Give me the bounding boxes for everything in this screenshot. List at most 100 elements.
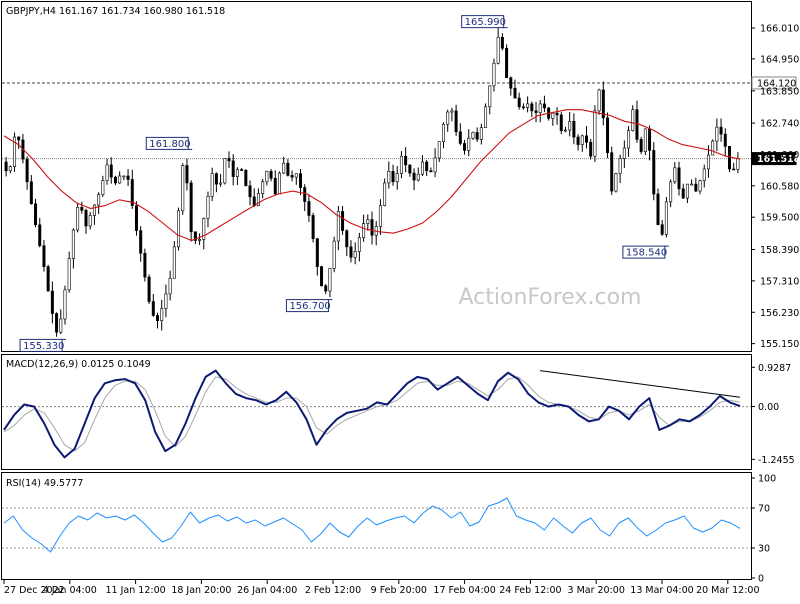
- candle-body: [611, 153, 613, 191]
- price-ytick-label: 163.850: [760, 86, 799, 97]
- candle-body: [110, 165, 112, 177]
- candle-body: [737, 159, 739, 170]
- candle-body: [665, 202, 667, 234]
- candle-body: [396, 174, 398, 182]
- candle-body: [476, 132, 478, 139]
- candle-body: [589, 142, 591, 156]
- candle-body: [392, 171, 394, 181]
- candle-body: [388, 171, 390, 183]
- candle-body: [9, 167, 11, 171]
- price-ytick-label: 166.010: [760, 24, 799, 35]
- candle-body: [253, 197, 255, 206]
- candle-body: [152, 302, 154, 316]
- candle-body: [182, 166, 184, 211]
- candle-body: [535, 111, 537, 113]
- candle-body: [102, 181, 104, 195]
- candle-body: [156, 315, 158, 320]
- candle-body: [568, 121, 570, 130]
- candle-body: [236, 170, 238, 177]
- candle-body: [606, 118, 608, 153]
- candle-body: [64, 290, 66, 319]
- candle-body: [333, 241, 335, 268]
- candle-body: [169, 278, 171, 294]
- candle-body: [274, 178, 276, 194]
- candle-body: [619, 159, 621, 174]
- candle-body: [678, 168, 680, 189]
- rsi-ytick-label: 70: [758, 504, 770, 515]
- candle-body: [358, 238, 360, 252]
- candle-body: [573, 121, 575, 137]
- candle-body: [81, 207, 83, 210]
- candle-body: [627, 131, 629, 148]
- candle-body: [346, 231, 348, 247]
- candle-body: [316, 239, 318, 267]
- macd-ytick-label: 0.9287: [758, 363, 791, 374]
- candle-body: [224, 159, 226, 183]
- candle-body: [215, 174, 217, 184]
- candle-body: [173, 247, 175, 278]
- candle-body: [463, 143, 465, 150]
- candle-body: [30, 182, 32, 204]
- candle-body: [459, 132, 461, 144]
- candle-body: [455, 111, 457, 132]
- candle-body: [711, 141, 713, 155]
- candle-body: [341, 211, 343, 230]
- candle-body: [312, 215, 314, 238]
- candle-body: [716, 127, 718, 141]
- candle-body: [497, 37, 499, 63]
- annotation-label: 156.700: [289, 301, 330, 312]
- candle-body: [594, 111, 596, 156]
- candle-body: [695, 184, 697, 191]
- candle-body: [501, 37, 503, 48]
- candle-body: [552, 113, 554, 118]
- candle-body: [413, 173, 415, 180]
- macd-ytick-label: 0.00: [758, 402, 779, 413]
- candle-body: [232, 161, 234, 177]
- price-ytick-label: 155.150: [760, 339, 799, 350]
- candle-body: [72, 230, 74, 258]
- candle-body: [39, 225, 41, 246]
- candle-body: [26, 159, 28, 182]
- candle-body: [556, 113, 558, 115]
- candle-body: [76, 207, 78, 230]
- candle-body: [266, 171, 268, 181]
- candle-body: [43, 246, 45, 267]
- candle-body: [240, 170, 242, 171]
- x-tick-label: 13 Mar 04:00: [630, 585, 693, 596]
- candle-body: [581, 136, 583, 145]
- candle-body: [85, 210, 87, 226]
- candle-body: [518, 98, 520, 107]
- candle-body: [118, 176, 120, 183]
- x-tick-label: 11 Jan 12:00: [106, 585, 166, 596]
- macd-header: MACD(12,26,9) 0.0125 0.1049: [6, 359, 151, 370]
- x-tick-label: 3 Mar 20:00: [568, 585, 625, 596]
- rsi-ytick-label: 0: [758, 574, 764, 585]
- x-tick-label: 24 Feb 12:00: [499, 585, 561, 596]
- candle-body: [484, 107, 486, 128]
- candle-body: [526, 104, 528, 107]
- price-ytick-label: 158.390: [760, 245, 799, 256]
- candle-body: [114, 177, 116, 183]
- candle-body: [636, 110, 638, 140]
- candle-body: [560, 115, 562, 131]
- candle-body: [468, 138, 470, 150]
- candle-body: [732, 169, 734, 170]
- candle-body: [291, 175, 293, 177]
- price-ytick-label: 159.500: [760, 213, 799, 224]
- candle-body: [577, 137, 579, 145]
- candle-body: [543, 104, 545, 108]
- candle-body: [720, 127, 722, 134]
- candle-body: [177, 211, 179, 247]
- candle-body: [60, 319, 62, 332]
- x-tick-label: 9 Feb 20:00: [371, 585, 427, 596]
- candle-body: [480, 128, 482, 140]
- macd-ytick-label: -1.2455: [758, 455, 795, 466]
- candle-body: [18, 137, 20, 140]
- price-ytick-label: 164.950: [760, 54, 799, 65]
- x-tick-label: 18 Jan 20:00: [171, 585, 231, 596]
- candle-body: [207, 196, 209, 218]
- candle-body: [308, 202, 310, 216]
